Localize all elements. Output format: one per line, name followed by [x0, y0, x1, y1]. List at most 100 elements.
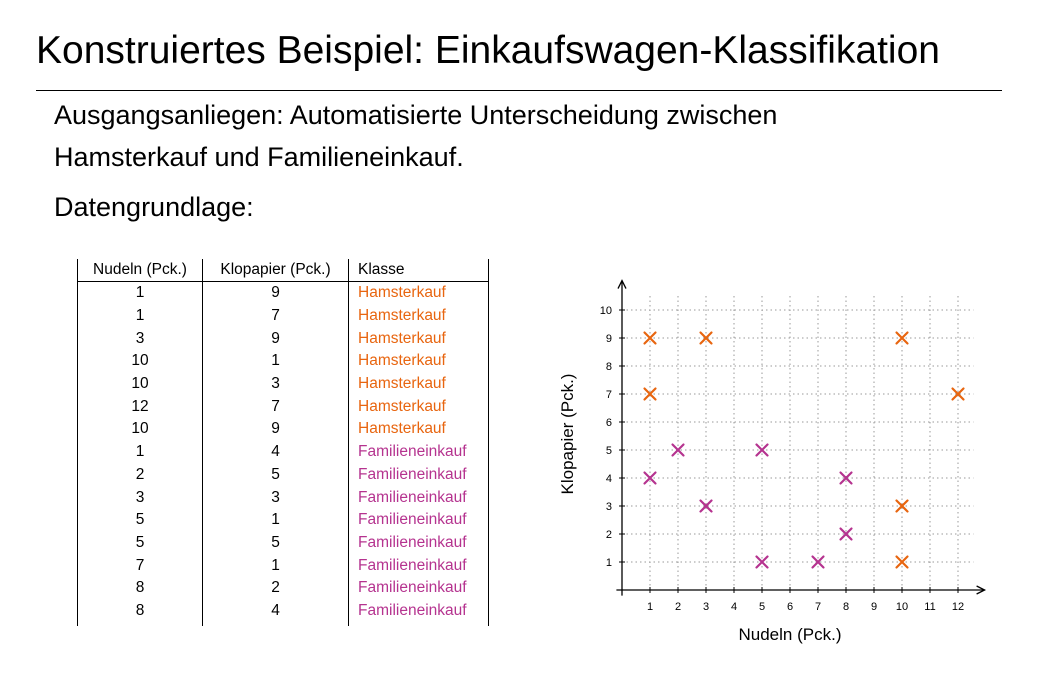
table-row: 1 9 Hamsterkauf — [77, 281, 489, 305]
y-tick-label: 4 — [606, 473, 612, 485]
cell-nudeln: 2 — [77, 463, 203, 487]
cell-nudeln: 7 — [77, 554, 203, 577]
cell-klasse: Hamsterkauf — [348, 418, 489, 441]
data-point-familieneinkauf — [839, 527, 853, 541]
intro-line-2: Hamsterkauf und Familieneinkauf. — [54, 142, 464, 172]
cell-klasse: Familieneinkauf — [348, 576, 489, 600]
cell-klasse: Familieneinkauf — [348, 531, 489, 555]
table-row: 10 1 Hamsterkauf — [77, 350, 489, 373]
table-row: 1 4 Familieneinkauf — [77, 440, 489, 464]
data-basis-heading: Datengrundlage: — [54, 192, 254, 222]
chart-axes — [616, 279, 987, 596]
y-tick-label: 10 — [600, 305, 612, 317]
y-tick-label: 5 — [606, 445, 612, 457]
data-point-familieneinkauf — [755, 555, 769, 569]
table-row: 10 3 Hamsterkauf — [77, 372, 489, 396]
cell-klopapier: 1 — [202, 350, 349, 373]
cell-nudeln: 8 — [77, 599, 203, 626]
cell-klopapier: 3 — [202, 486, 349, 509]
data-point-hamsterkauf — [895, 331, 909, 345]
data-point-familieneinkauf — [699, 499, 713, 513]
table-row: 8 2 Familieneinkauf — [77, 576, 489, 600]
data-point-hamsterkauf — [699, 331, 713, 345]
y-tick-label: 7 — [606, 389, 612, 401]
cell-nudeln: 1 — [77, 440, 203, 464]
intro-line-1: Ausgangsanliegen: Automatisierte Untersc… — [54, 100, 778, 130]
cell-klasse: Hamsterkauf — [348, 281, 489, 305]
table-row: 1 7 Hamsterkauf — [77, 304, 489, 328]
cell-nudeln: 3 — [77, 486, 203, 509]
cell-klopapier: 7 — [202, 395, 349, 419]
cell-klopapier: 4 — [202, 440, 349, 464]
slide-title: Konstruiertes Beispiel: Einkaufswagen-Kl… — [36, 29, 940, 72]
x-axis-label: Nudeln (Pck.) — [739, 625, 842, 644]
x-axis-arrow — [976, 585, 987, 595]
x-tick-label: 11 — [924, 601, 935, 613]
x-tick-label: 2 — [675, 601, 681, 613]
cell-nudeln: 5 — [77, 531, 203, 555]
x-tick-label: 7 — [815, 601, 821, 613]
cell-nudeln: 1 — [77, 281, 203, 305]
y-axis-arrow — [617, 279, 627, 289]
cell-klopapier: 3 — [202, 372, 349, 396]
title-divider — [36, 90, 1002, 91]
cell-klopapier: 5 — [202, 531, 349, 555]
table-row: 12 7 Hamsterkauf — [77, 395, 489, 419]
data-point-hamsterkauf — [895, 499, 909, 513]
cell-klasse: Hamsterkauf — [348, 395, 489, 419]
y-tick-label: 2 — [606, 529, 612, 541]
cell-nudeln: 10 — [77, 418, 203, 441]
data-point-familieneinkauf — [671, 443, 685, 457]
x-tick-label: 5 — [759, 601, 765, 613]
y-tick-label: 3 — [606, 501, 612, 513]
x-tick-label: 1 — [647, 601, 653, 613]
cell-klopapier: 1 — [202, 554, 349, 577]
table-row: 5 1 Familieneinkauf — [77, 508, 489, 532]
cell-nudeln: 5 — [77, 508, 203, 532]
cell-nudeln: 3 — [77, 327, 203, 351]
cell-klopapier: 1 — [202, 508, 349, 532]
x-tick-label: 12 — [952, 601, 964, 613]
cell-klopapier: 9 — [202, 327, 349, 351]
table-row: 3 9 Hamsterkauf — [77, 327, 489, 351]
cell-nudeln: 1 — [77, 304, 203, 328]
cell-klasse: Hamsterkauf — [348, 350, 489, 373]
cell-nudeln: 8 — [77, 576, 203, 600]
cell-klasse: Familieneinkauf — [348, 486, 489, 509]
x-tick-label: 10 — [896, 601, 908, 613]
cell-klasse: Hamsterkauf — [348, 372, 489, 396]
data-point-hamsterkauf — [643, 331, 657, 345]
x-tick-label: 6 — [787, 601, 793, 613]
data-point-familieneinkauf — [839, 471, 853, 485]
x-tick-label: 3 — [703, 601, 709, 613]
data-point-hamsterkauf — [951, 387, 965, 401]
cell-klasse: Hamsterkauf — [348, 327, 489, 351]
table-row: 10 9 Hamsterkauf — [77, 418, 489, 441]
y-axis-label: Klopapier (Pck.) — [558, 374, 577, 495]
y-tick-label: 8 — [606, 361, 612, 373]
cell-klasse: Familieneinkauf — [348, 440, 489, 464]
y-tick-label: 6 — [606, 417, 612, 429]
cell-nudeln: 12 — [77, 395, 203, 419]
cell-klasse: Familieneinkauf — [348, 554, 489, 577]
x-tick-label: 8 — [843, 601, 849, 613]
table-row: 2 5 Familieneinkauf — [77, 463, 489, 487]
table-body: 1 9 Hamsterkauf 1 7 Hamsterkauf 3 9 Hamsterkauf 1… — [77, 281, 489, 626]
y-tick-label: 1 — [606, 557, 612, 569]
chart-points — [643, 331, 965, 569]
cell-klopapier: 9 — [202, 418, 349, 441]
data-point-familieneinkauf — [643, 471, 657, 485]
table-row: 8 4 Familieneinkauf — [77, 599, 489, 626]
data-point-familieneinkauf — [811, 555, 825, 569]
chart-grid — [622, 294, 974, 590]
cell-klasse: Hamsterkauf — [348, 304, 489, 328]
cell-klopapier: 2 — [202, 576, 349, 600]
cell-klopapier: 9 — [202, 281, 349, 305]
column-header-nudeln: Nudeln (Pck.) — [77, 259, 203, 282]
column-header-klopapier: Klopapier (Pck.) — [202, 259, 349, 282]
table-header-row: Nudeln (Pck.) Klopapier (Pck.) Klasse — [77, 259, 489, 282]
cell-klopapier: 7 — [202, 304, 349, 328]
